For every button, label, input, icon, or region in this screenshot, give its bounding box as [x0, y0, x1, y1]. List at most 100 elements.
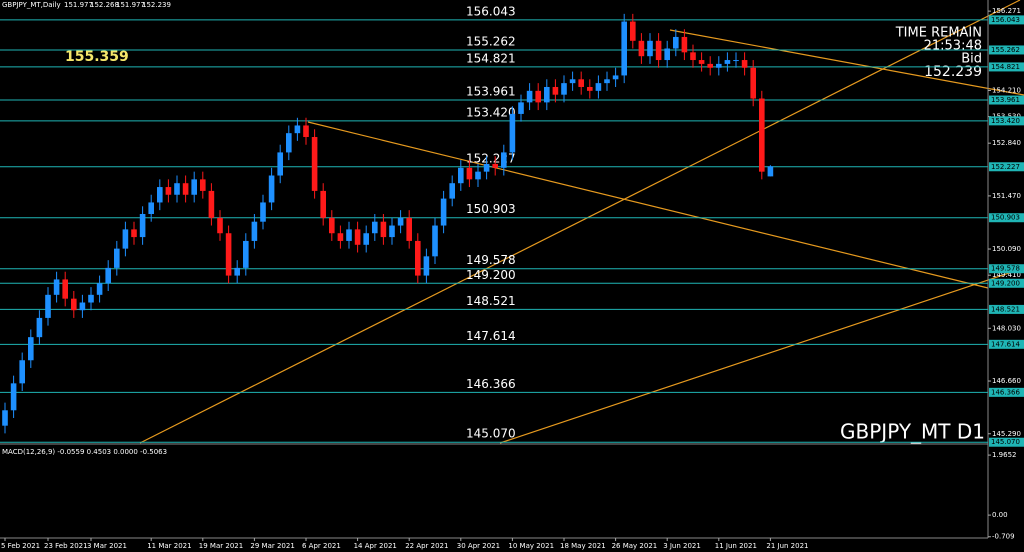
candle-body	[733, 60, 739, 62]
candle-body	[638, 40, 645, 57]
x-tick-label: 23 Feb 2021	[44, 542, 88, 550]
candle-body	[191, 179, 197, 195]
candle-body	[320, 190, 326, 218]
candle-body	[88, 294, 94, 303]
candle-body	[759, 98, 765, 172]
candle-body	[62, 279, 68, 299]
ohlc-close: 152.239	[142, 1, 171, 9]
candle-body	[440, 198, 447, 226]
candle-body	[621, 21, 627, 76]
level-label: 153.961	[466, 85, 516, 99]
candle-body	[200, 179, 206, 191]
level-label: 146.366	[466, 377, 516, 391]
level-label: 147.614	[466, 329, 516, 343]
candle-body	[260, 202, 266, 222]
candle-body	[544, 86, 550, 103]
candle-body	[492, 163, 498, 168]
candle-body	[475, 171, 481, 180]
level-tag	[989, 15, 1024, 25]
candle-body	[243, 240, 249, 268]
candle-body	[690, 52, 696, 61]
candle-body	[681, 36, 688, 53]
y-tick-label: 154.210	[992, 86, 1021, 94]
macd-tick-label: -0.709	[992, 533, 1015, 541]
level-tag	[989, 213, 1024, 223]
candle-body	[716, 63, 722, 68]
bid: 152.239	[924, 64, 982, 80]
ohlc-high: 152.268	[90, 1, 119, 9]
level-tag-label: 145.070	[991, 438, 1020, 446]
candle-body	[2, 410, 8, 426]
candle-body	[329, 217, 335, 234]
level-label: 152.227	[466, 151, 516, 165]
x-tick-label: 10 May 2021	[508, 542, 554, 550]
x-tick-label: 11 Mar 2021	[147, 542, 191, 550]
level-tag	[989, 95, 1024, 105]
candle-body	[604, 79, 610, 84]
candle-body	[449, 183, 455, 199]
candle-body	[595, 83, 602, 91]
x-tick-label: 26 May 2021	[612, 542, 658, 550]
x-tick-label: 6 Apr 2021	[302, 542, 341, 550]
candle-body	[397, 217, 404, 226]
x-tick-label: 30 Apr 2021	[457, 542, 500, 550]
y-tick-label: 148.030	[992, 324, 1021, 332]
level-tag	[989, 339, 1024, 349]
level-tag-label: 156.043	[991, 16, 1020, 24]
ohlc-low: 151.977	[116, 1, 145, 9]
candle-body	[45, 294, 51, 318]
bid-title: Bid	[961, 52, 982, 67]
x-tick-label: 22 Apr 2021	[405, 542, 448, 550]
candle-body	[647, 40, 653, 57]
candle-body	[10, 383, 17, 411]
candle-body	[561, 83, 567, 95]
level-tag-label: 147.614	[991, 340, 1020, 348]
candle-body	[139, 213, 146, 238]
y-tick-label: 156.271	[992, 7, 1021, 15]
candle-body	[79, 302, 86, 311]
candle-body	[380, 221, 387, 238]
level-tag-label: 153.420	[991, 117, 1020, 125]
level-tag-label: 149.200	[991, 279, 1020, 287]
candle-body	[587, 86, 593, 91]
candle-body	[148, 202, 154, 214]
candle-body	[569, 79, 576, 84]
symbol: GBPJPY_MT,Daily	[2, 1, 61, 9]
level-tag	[989, 45, 1024, 55]
candle-body	[157, 187, 163, 203]
x-tick-label: 3 Jun 2021	[663, 542, 701, 550]
candle-body	[105, 267, 111, 284]
level-tag	[989, 116, 1024, 126]
candle-body	[251, 221, 258, 241]
candle-body	[182, 183, 189, 195]
candle-body	[217, 217, 223, 234]
candle-body	[698, 60, 705, 64]
y-tick-label: 152.840	[992, 139, 1021, 147]
candle-body	[509, 113, 516, 153]
candle-body	[208, 190, 215, 218]
candle-body	[526, 90, 533, 103]
candle-body	[406, 217, 412, 241]
candle-body	[741, 60, 748, 68]
candle-body	[518, 102, 524, 114]
candle-body	[337, 233, 344, 241]
level-tag-label: 155.262	[991, 46, 1020, 54]
watermark: GBPJPY_MT D1	[840, 420, 985, 444]
candle-body	[346, 229, 352, 241]
candle-body	[724, 60, 731, 64]
candle-body	[535, 90, 541, 103]
x-tick-label: 3 Mar 2021	[87, 542, 127, 550]
candle-body	[277, 152, 283, 176]
candle-body	[612, 75, 619, 80]
x-tick-label: 29 Mar 2021	[250, 542, 294, 550]
candle-body	[767, 166, 774, 177]
candle-body	[458, 167, 464, 184]
level-label: 149.578	[466, 253, 516, 267]
level-label: 145.070	[466, 427, 516, 441]
candle-body	[363, 233, 369, 245]
candle-body	[19, 360, 25, 384]
trend-line	[499, 267, 1024, 444]
level-label: 155.262	[466, 34, 516, 48]
level-tag	[989, 264, 1024, 274]
